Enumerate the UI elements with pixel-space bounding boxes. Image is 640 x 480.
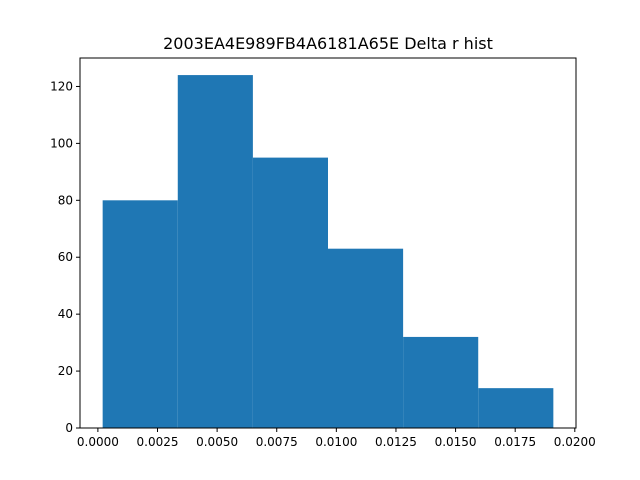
y-axis: 0 20 40 60 80 100 120: [50, 79, 80, 435]
x-tick-label: 0.0000: [77, 435, 119, 449]
y-tick-label: 20: [58, 364, 73, 378]
x-tick-label: 0.0175: [494, 435, 536, 449]
histogram-bar-4: [328, 248, 404, 428]
histogram-bar-2: [177, 75, 253, 429]
x-axis: 0.0000 0.0025 0.0050 0.0075 0.0100 0.0125 0.01…: [77, 428, 596, 449]
histogram-bars: [102, 75, 554, 429]
y-tick-label: 40: [58, 307, 73, 321]
x-tick-label: 0.0050: [196, 435, 238, 449]
histogram-bar-6: [478, 388, 554, 428]
y-tick-label: 80: [58, 193, 73, 207]
histogram-bar-3: [252, 157, 328, 428]
x-tick-label: 0.0025: [137, 435, 179, 449]
y-tick-label: 60: [58, 250, 73, 264]
x-tick-label: 0.0150: [435, 435, 477, 449]
chart-title: 2003EA4E989FB4A6181A65E Delta r hist: [163, 34, 493, 53]
histogram-bar-1: [102, 200, 178, 428]
histogram-bar-5: [403, 336, 479, 428]
y-tick-label: 100: [50, 136, 73, 150]
x-tick-label: 0.0100: [315, 435, 357, 449]
x-tick-label: 0.0125: [375, 435, 417, 449]
x-tick-label: 0.0200: [554, 435, 596, 449]
y-tick-label: 0: [65, 421, 73, 435]
x-tick-label: 0.0075: [256, 435, 298, 449]
y-tick-label: 120: [50, 79, 73, 93]
plot-frame: [79, 57, 577, 429]
